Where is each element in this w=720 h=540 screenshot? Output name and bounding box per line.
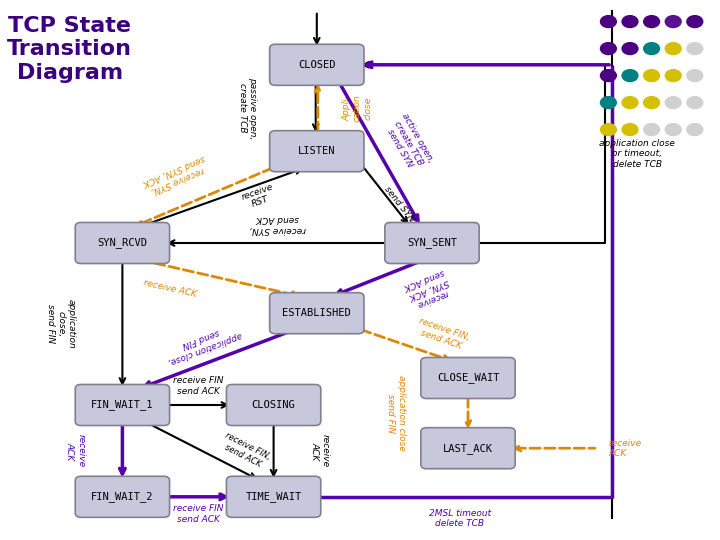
Circle shape bbox=[687, 70, 703, 82]
Circle shape bbox=[600, 124, 616, 136]
Text: TCP State
Transition
Diagram: TCP State Transition Diagram bbox=[7, 16, 132, 83]
Circle shape bbox=[665, 70, 681, 82]
Circle shape bbox=[622, 97, 638, 109]
Text: passive open,
create TCB: passive open, create TCB bbox=[238, 77, 257, 139]
Text: application close,
send FIN: application close, send FIN bbox=[162, 320, 243, 366]
Text: ESTABLISHED: ESTABLISHED bbox=[282, 308, 351, 318]
Text: CLOSED: CLOSED bbox=[298, 60, 336, 70]
Circle shape bbox=[622, 124, 638, 136]
Circle shape bbox=[665, 43, 681, 55]
Text: receive
RST: receive RST bbox=[240, 183, 278, 212]
Circle shape bbox=[600, 70, 616, 82]
Text: SYN_SENT: SYN_SENT bbox=[407, 238, 457, 248]
Circle shape bbox=[644, 16, 660, 28]
Text: receive
SYN, ACK
send ACK: receive SYN, ACK send ACK bbox=[403, 267, 454, 310]
Text: application close
or timeout,
delete TCB: application close or timeout, delete TCB bbox=[599, 139, 675, 169]
FancyBboxPatch shape bbox=[226, 476, 321, 517]
FancyBboxPatch shape bbox=[269, 293, 364, 334]
Text: 2MSL timeout
delete TCB: 2MSL timeout delete TCB bbox=[429, 509, 491, 528]
Text: send SYN: send SYN bbox=[382, 185, 415, 224]
Text: receive
ACK: receive ACK bbox=[66, 434, 85, 468]
FancyBboxPatch shape bbox=[420, 428, 516, 469]
Text: receive
ACK: receive ACK bbox=[608, 438, 642, 458]
Text: receive FIN,
send ACK: receive FIN, send ACK bbox=[414, 316, 471, 352]
Circle shape bbox=[665, 124, 681, 136]
Text: receive FIN
send ACK: receive FIN send ACK bbox=[173, 504, 223, 524]
Circle shape bbox=[687, 43, 703, 55]
Text: CLOSE_WAIT: CLOSE_WAIT bbox=[437, 373, 499, 383]
Text: receive FIN,
send ACK: receive FIN, send ACK bbox=[219, 431, 272, 471]
Text: receive ACK: receive ACK bbox=[143, 279, 197, 299]
FancyBboxPatch shape bbox=[226, 384, 321, 426]
Text: receive
ACK: receive ACK bbox=[311, 434, 330, 468]
Text: TIME_WAIT: TIME_WAIT bbox=[246, 491, 302, 502]
Circle shape bbox=[644, 70, 660, 82]
FancyBboxPatch shape bbox=[269, 131, 364, 172]
Circle shape bbox=[644, 124, 660, 136]
Circle shape bbox=[600, 16, 616, 28]
FancyBboxPatch shape bbox=[269, 44, 364, 85]
Circle shape bbox=[644, 97, 660, 109]
Circle shape bbox=[687, 124, 703, 136]
Circle shape bbox=[665, 16, 681, 28]
FancyBboxPatch shape bbox=[76, 476, 170, 517]
FancyBboxPatch shape bbox=[76, 384, 170, 426]
Circle shape bbox=[644, 43, 660, 55]
Text: CLOSING: CLOSING bbox=[252, 400, 295, 410]
Text: FIN_WAIT_1: FIN_WAIT_1 bbox=[91, 400, 153, 410]
Circle shape bbox=[665, 97, 681, 109]
Circle shape bbox=[687, 16, 703, 28]
Text: receive SYN,
send SYN, ACK: receive SYN, send SYN, ACK bbox=[141, 153, 210, 197]
Text: LISTEN: LISTEN bbox=[298, 146, 336, 156]
Text: receive FIN
send ACK: receive FIN send ACK bbox=[173, 376, 223, 396]
Text: application close
send FIN: application close send FIN bbox=[387, 375, 405, 451]
Text: SYN_RCVD: SYN_RCVD bbox=[97, 238, 148, 248]
Text: FIN_WAIT_2: FIN_WAIT_2 bbox=[91, 491, 153, 502]
Circle shape bbox=[622, 43, 638, 55]
Circle shape bbox=[600, 43, 616, 55]
FancyBboxPatch shape bbox=[420, 357, 516, 399]
Text: application
close,
send FIN: application close, send FIN bbox=[46, 299, 76, 349]
Circle shape bbox=[687, 97, 703, 109]
Text: Appli-
cation
close: Appli- cation close bbox=[343, 94, 372, 122]
Text: receive SYN,
send ACK: receive SYN, send ACK bbox=[249, 214, 305, 234]
Text: LAST_ACK: LAST_ACK bbox=[443, 443, 493, 454]
Circle shape bbox=[622, 16, 638, 28]
FancyBboxPatch shape bbox=[76, 222, 170, 264]
FancyBboxPatch shape bbox=[384, 222, 480, 264]
Text: active open,
create TCB
send SYN: active open, create TCB send SYN bbox=[382, 112, 436, 174]
Circle shape bbox=[622, 70, 638, 82]
Circle shape bbox=[600, 97, 616, 109]
